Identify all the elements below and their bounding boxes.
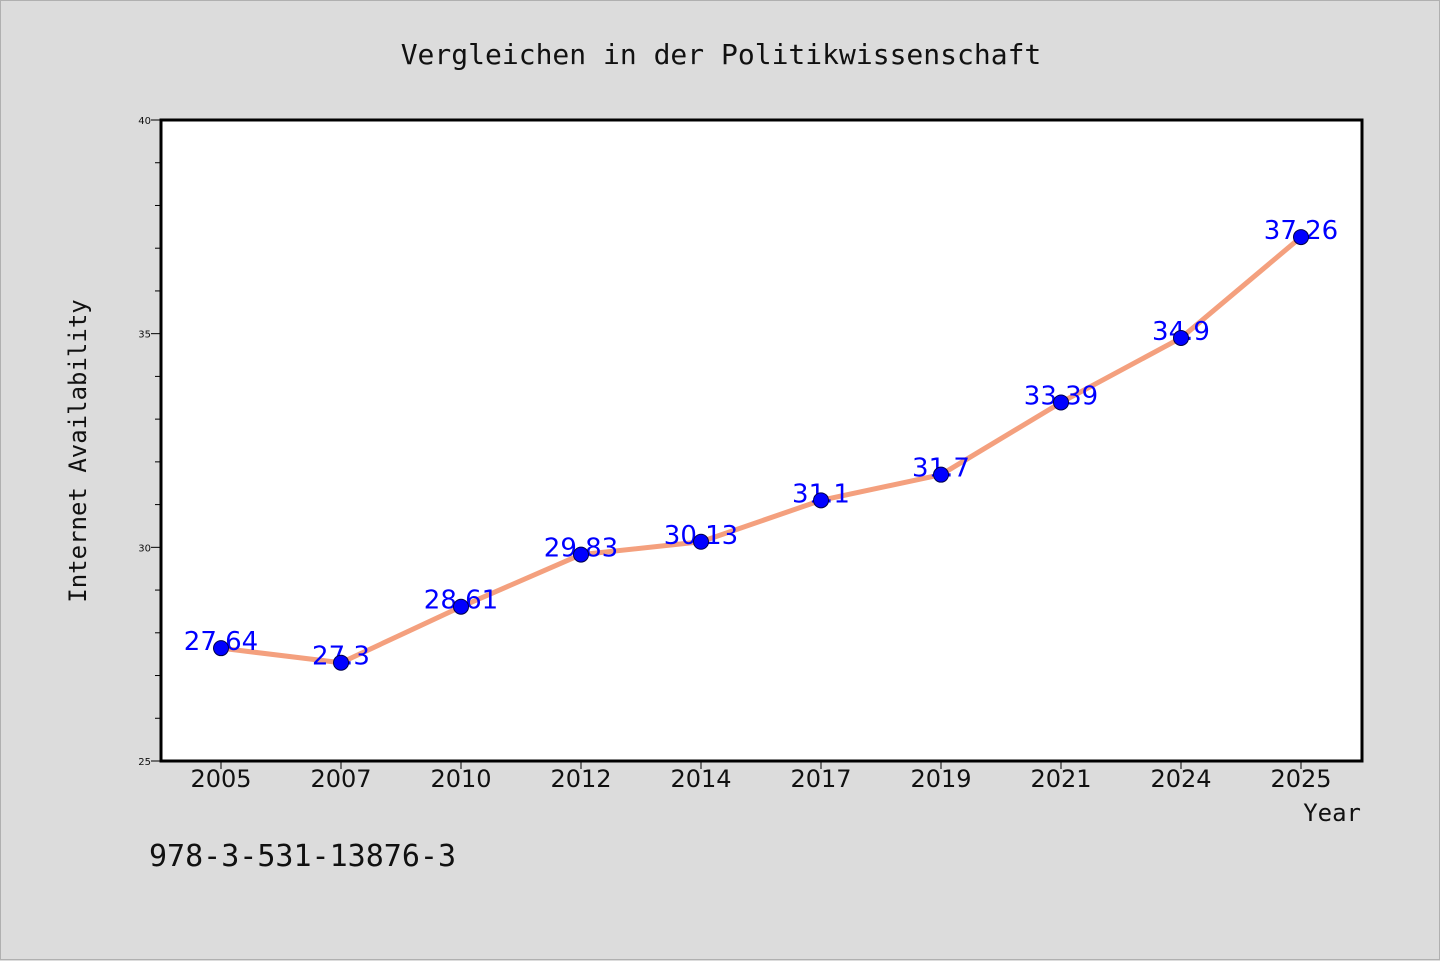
series-layer: 27.6427.328.6129.8330.1331.131.733.3934.… <box>184 216 1338 672</box>
x-tick-label: 2005 <box>190 765 251 793</box>
x-axis-ticks: 2005 2007 2010 2012 2014 2017 2019 2021 2024 2025 <box>190 761 1332 793</box>
x-tick-label: 2025 <box>1270 765 1331 793</box>
y-axis-ticks: 25 30 35 40 <box>138 116 161 768</box>
data-point <box>693 533 709 550</box>
y-tick-label: 40 <box>138 116 151 127</box>
x-tick-label: 2019 <box>910 765 971 793</box>
x-tick-label: 2017 <box>790 765 851 793</box>
data-point <box>813 492 829 509</box>
data-point <box>333 654 349 671</box>
chart-title: Vergleichen in der Politikwissenschaft <box>401 38 1042 71</box>
x-tick-label: 2021 <box>1030 765 1091 793</box>
data-point <box>1293 229 1309 246</box>
data-point <box>1173 329 1189 346</box>
x-tick-label: 2010 <box>430 765 491 793</box>
y-tick-label: 25 <box>138 757 151 768</box>
data-point <box>1053 394 1069 411</box>
x-tick-label: 2014 <box>670 765 731 793</box>
x-axis-label: Year <box>1303 799 1361 827</box>
data-point <box>453 598 469 615</box>
x-tick-label: 2012 <box>550 765 611 793</box>
data-point <box>573 546 589 563</box>
data-point <box>213 640 229 657</box>
isbn-text: 978-3-531-13876-3 <box>149 839 456 874</box>
data-point <box>933 466 949 483</box>
x-tick-label: 2024 <box>1150 765 1211 793</box>
x-tick-label: 2007 <box>310 765 371 793</box>
y-axis-label: Internet Availability <box>64 299 92 602</box>
series-line <box>218 234 1304 666</box>
y-tick-label: 35 <box>138 330 151 341</box>
y-tick-label: 30 <box>138 543 151 554</box>
